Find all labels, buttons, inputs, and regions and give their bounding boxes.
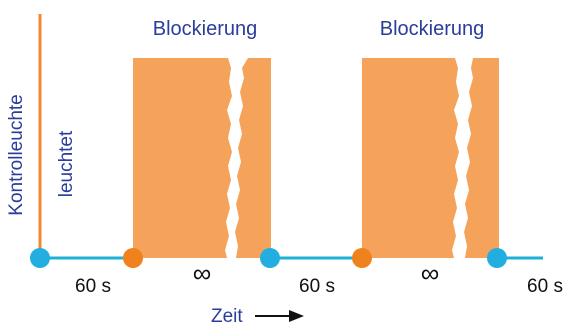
- start-dot-2: [260, 248, 280, 268]
- interval-label-2: 60 s: [299, 276, 335, 297]
- block-start-dot-2: [352, 248, 372, 268]
- infinity-symbol-1: ∞: [193, 258, 212, 288]
- block-start-dot-1: [123, 248, 143, 268]
- block-1-title: Blockierung: [153, 18, 258, 40]
- lamp-state-label: leuchtet: [56, 130, 77, 197]
- start-dot-3: [487, 248, 507, 268]
- interval-label-3: 60 s: [527, 276, 563, 297]
- blocking-block-2-tail: [464, 58, 499, 258]
- block-2-title: Blockierung: [380, 18, 485, 40]
- time-arrow-icon: [255, 310, 304, 322]
- interval-label-1: 60 s: [75, 276, 111, 297]
- start-dot-1: [30, 248, 50, 268]
- blocking-block-2-main: [362, 58, 459, 258]
- blocking-block-1-main: [133, 58, 232, 258]
- blocking-block-1-tail: [235, 58, 271, 258]
- time-axis-label: Zeit: [211, 306, 243, 327]
- infinity-symbol-2: ∞: [421, 258, 440, 288]
- y-axis-label: Kontrolleuchte: [6, 94, 27, 215]
